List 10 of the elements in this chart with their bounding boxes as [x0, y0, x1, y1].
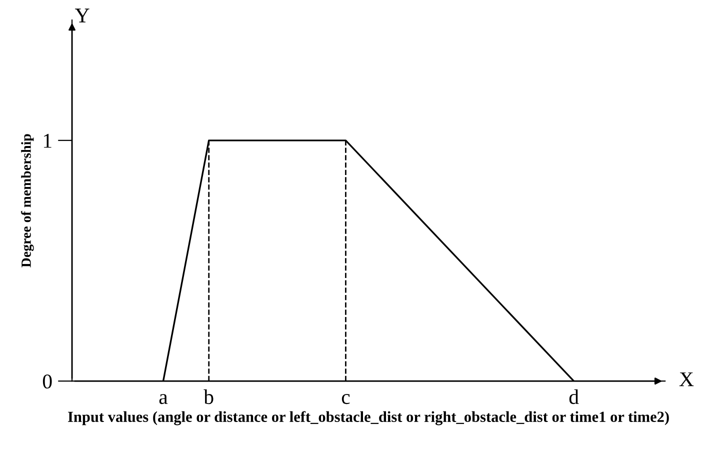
y-tick-label: 0: [42, 374, 52, 389]
y-tick-label: 1: [44, 134, 52, 148]
x-axis-title: Input values (angle or distance or left_obstacle_dist or right_obstacle_dist or time1 or time2): [68, 411, 669, 426]
x-tick-label: b: [204, 389, 214, 404]
annotation: Y: [75, 8, 90, 22]
x-tick-label: a: [159, 394, 168, 404]
text: X: [679, 372, 694, 386]
y-axis-title: Degree of membership: [20, 134, 34, 268]
x-tick-label: d: [569, 389, 579, 404]
x-tick-label: c: [342, 394, 350, 404]
